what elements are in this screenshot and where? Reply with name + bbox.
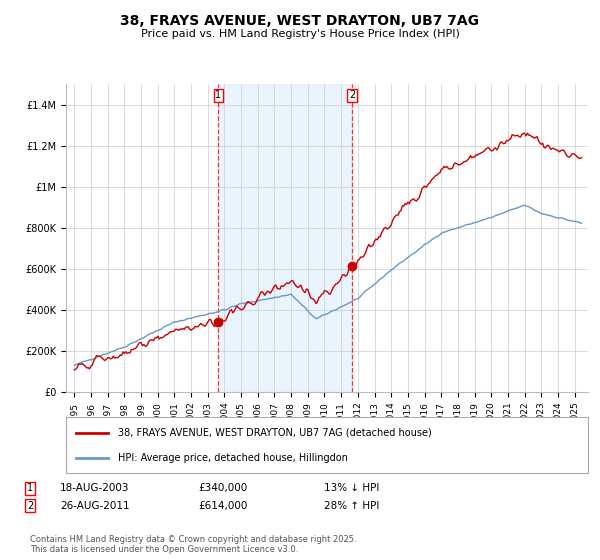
Text: 38, FRAYS AVENUE, WEST DRAYTON, UB7 7AG (detached house): 38, FRAYS AVENUE, WEST DRAYTON, UB7 7AG … xyxy=(118,428,432,438)
Text: 26-AUG-2011: 26-AUG-2011 xyxy=(60,501,130,511)
Text: 28% ↑ HPI: 28% ↑ HPI xyxy=(324,501,379,511)
Text: 38, FRAYS AVENUE, WEST DRAYTON, UB7 7AG: 38, FRAYS AVENUE, WEST DRAYTON, UB7 7AG xyxy=(121,14,479,28)
Text: HPI: Average price, detached house, Hillingdon: HPI: Average price, detached house, Hill… xyxy=(118,452,348,463)
Text: 1: 1 xyxy=(27,483,33,493)
Text: £340,000: £340,000 xyxy=(198,483,247,493)
Bar xyxy=(218,84,352,392)
Text: 2: 2 xyxy=(349,90,355,100)
Text: Contains HM Land Registry data © Crown copyright and database right 2025.
This d: Contains HM Land Registry data © Crown c… xyxy=(30,535,356,554)
Text: £614,000: £614,000 xyxy=(198,501,247,511)
Text: 18-AUG-2003: 18-AUG-2003 xyxy=(60,483,130,493)
Text: 13% ↓ HPI: 13% ↓ HPI xyxy=(324,483,379,493)
Text: Price paid vs. HM Land Registry's House Price Index (HPI): Price paid vs. HM Land Registry's House … xyxy=(140,29,460,39)
Text: 2: 2 xyxy=(27,501,33,511)
Text: 1: 1 xyxy=(215,90,221,100)
